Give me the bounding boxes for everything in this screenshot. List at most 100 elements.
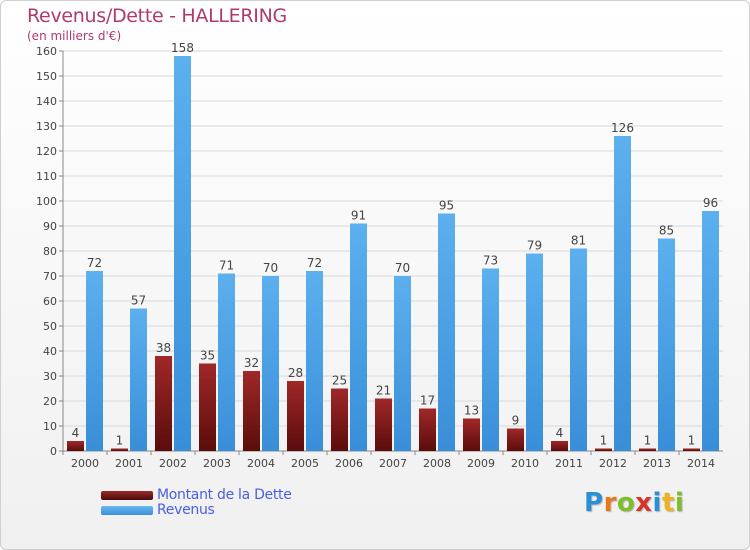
y-tick-label: 10: [43, 420, 57, 433]
y-tick-label: 40: [43, 345, 57, 358]
x-tick-label: 2000: [71, 457, 99, 470]
bar-dette: [375, 398, 392, 451]
x-tick-label: 2005: [291, 457, 319, 470]
y-tick-label: 150: [36, 70, 57, 83]
data-label-dette: 1: [644, 434, 652, 448]
y-tick-label: 30: [43, 370, 57, 383]
bar-dette: [155, 356, 172, 451]
y-tick-label: 70: [43, 270, 57, 283]
logo-letter: t: [661, 488, 675, 518]
y-tick-label: 90: [43, 220, 57, 233]
data-label-revenus: 79: [527, 239, 542, 253]
data-label-revenus: 73: [483, 254, 498, 268]
x-tick-label: 2010: [511, 457, 539, 470]
y-tick-label: 140: [36, 95, 57, 108]
data-label-revenus: 95: [439, 199, 454, 213]
data-label-revenus: 85: [659, 224, 674, 238]
data-label-revenus: 72: [307, 256, 322, 270]
bar-dette: [683, 448, 700, 451]
bar-revenus: [614, 136, 631, 451]
bar-dette: [243, 371, 260, 451]
y-tick-label: 100: [36, 195, 57, 208]
data-label-dette: 9: [512, 414, 520, 428]
bar-dette: [287, 381, 304, 451]
y-tick-label: 130: [36, 120, 57, 133]
chart-title: Revenus/Dette - HALLERING: [27, 5, 287, 27]
x-tick-label: 2014: [687, 457, 715, 470]
x-tick-label: 2009: [467, 457, 495, 470]
proxiti-logo: Proxiti: [584, 488, 684, 518]
data-label-dette: 25: [332, 374, 347, 388]
y-tick-label: 80: [43, 245, 57, 258]
logo-letter: o: [616, 488, 636, 518]
bar-revenus: [702, 211, 719, 451]
y-tick-label: 160: [36, 45, 57, 58]
y-tick-label: 20: [43, 395, 57, 408]
data-label-dette: 1: [688, 434, 696, 448]
bar-dette: [111, 448, 128, 451]
data-label-revenus: 91: [351, 209, 366, 223]
x-tick-label: 2012: [599, 457, 627, 470]
bar-revenus: [438, 213, 455, 451]
data-label-revenus: 126: [611, 121, 634, 135]
bar-revenus: [526, 253, 543, 451]
data-label-dette: 4: [556, 426, 564, 440]
x-tick-label: 2008: [423, 457, 451, 470]
data-label-revenus: 72: [87, 256, 102, 270]
bar-dette: [463, 418, 480, 451]
data-label-revenus: 70: [263, 261, 278, 275]
data-label-revenus: 57: [131, 294, 146, 308]
data-label-revenus: 70: [395, 261, 410, 275]
data-label-revenus: 158: [171, 41, 194, 55]
data-label-revenus: 81: [571, 234, 586, 248]
logo-letter: P: [584, 488, 604, 518]
bar-revenus: [130, 308, 147, 451]
y-tick-label: 50: [43, 320, 57, 333]
bar-revenus: [350, 223, 367, 451]
bar-revenus: [306, 271, 323, 451]
y-tick-label: 110: [36, 170, 57, 183]
bar-dette: [551, 441, 568, 451]
x-tick-label: 2006: [335, 457, 363, 470]
bar-dette: [507, 428, 524, 451]
legend-item-revenus: Revenus: [101, 502, 215, 518]
bar-dette: [199, 363, 216, 451]
x-tick-label: 2001: [115, 457, 143, 470]
legend-swatch-revenus: [101, 505, 153, 515]
bar-revenus: [394, 276, 411, 451]
data-label-dette: 1: [600, 434, 608, 448]
data-label-dette: 28: [288, 366, 303, 380]
data-label-dette: 4: [72, 426, 80, 440]
x-tick-label: 2013: [643, 457, 671, 470]
logo-letter: i: [652, 488, 662, 518]
bar-revenus: [482, 268, 499, 451]
data-label-dette: 32: [244, 356, 259, 370]
logo-letter: i: [674, 488, 685, 518]
bar-revenus: [86, 271, 103, 451]
data-label-revenus: 71: [219, 259, 234, 273]
data-label-dette: 1: [116, 434, 124, 448]
y-tick-label: 60: [43, 295, 57, 308]
bar-revenus: [174, 56, 191, 451]
bar-dette: [331, 388, 348, 451]
x-tick-label: 2003: [203, 457, 231, 470]
y-tick-label: 120: [36, 145, 57, 158]
bar-revenus: [570, 248, 587, 451]
data-label-dette: 21: [376, 384, 391, 398]
bar-dette: [595, 448, 612, 451]
bar-revenus: [658, 238, 675, 451]
y-tick-label: 0: [50, 445, 57, 458]
bar-revenus: [262, 276, 279, 451]
bar-revenus: [218, 273, 235, 451]
legend-swatch-dette: [101, 490, 153, 500]
x-tick-label: 2002: [159, 457, 187, 470]
x-tick-label: 2011: [555, 457, 583, 470]
bar-dette: [639, 448, 656, 451]
legend-label-dette: Montant de la Dette: [157, 487, 292, 503]
logo-letter: x: [635, 488, 653, 518]
data-label-dette: 17: [420, 394, 435, 408]
bar-dette: [67, 441, 84, 451]
data-label-dette: 38: [156, 341, 171, 355]
